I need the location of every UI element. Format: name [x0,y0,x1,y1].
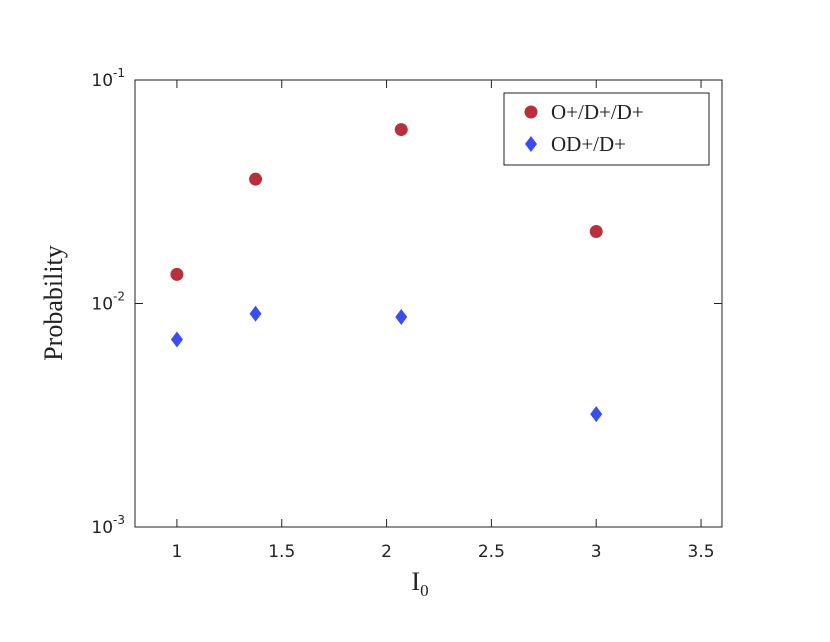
x-tick-label: 1 [172,542,183,562]
circle-marker [589,224,603,238]
y-tick-exponent: -2 [113,290,125,304]
y-axis-label: Probability [39,245,68,361]
legend-label: O+/D+/D+ [551,100,644,124]
diamond-marker [170,331,183,348]
legend-label: OD+/D+ [551,132,626,156]
x-axis-label: I0 [411,567,428,600]
diamond-marker [249,305,262,322]
x-axis-label-subscript: 0 [420,581,429,600]
y-tick-exponent: -3 [113,513,125,527]
x-axis-label-main: I [411,567,420,596]
diamond-marker [525,136,537,152]
diamond-marker [590,406,603,423]
circle-marker [249,172,263,186]
x-tick-label: 3 [591,542,602,562]
diamond-marker [395,309,408,326]
x-tick-label: 1.5 [268,542,295,562]
legend-item: O+/D+/D+ [524,100,644,124]
x-tick-label: 2.5 [478,542,505,562]
y-tick-base: 10 [91,71,113,91]
x-tick-label: 3.5 [688,542,715,562]
y-tick-exponent: -1 [113,66,125,80]
circle-marker [394,123,408,137]
y-tick-label: 10-3 [91,513,125,538]
legend-box [503,92,710,166]
circle-marker [170,267,184,281]
y-tick-label: 10-1 [91,66,125,91]
y-tick-base: 10 [91,518,113,538]
y-tick-label: 10-2 [91,290,125,315]
y-tick-base: 10 [91,295,113,315]
x-tick-label: 2 [381,542,392,562]
circle-marker [524,105,538,119]
legend-item: OD+/D+ [525,132,626,156]
